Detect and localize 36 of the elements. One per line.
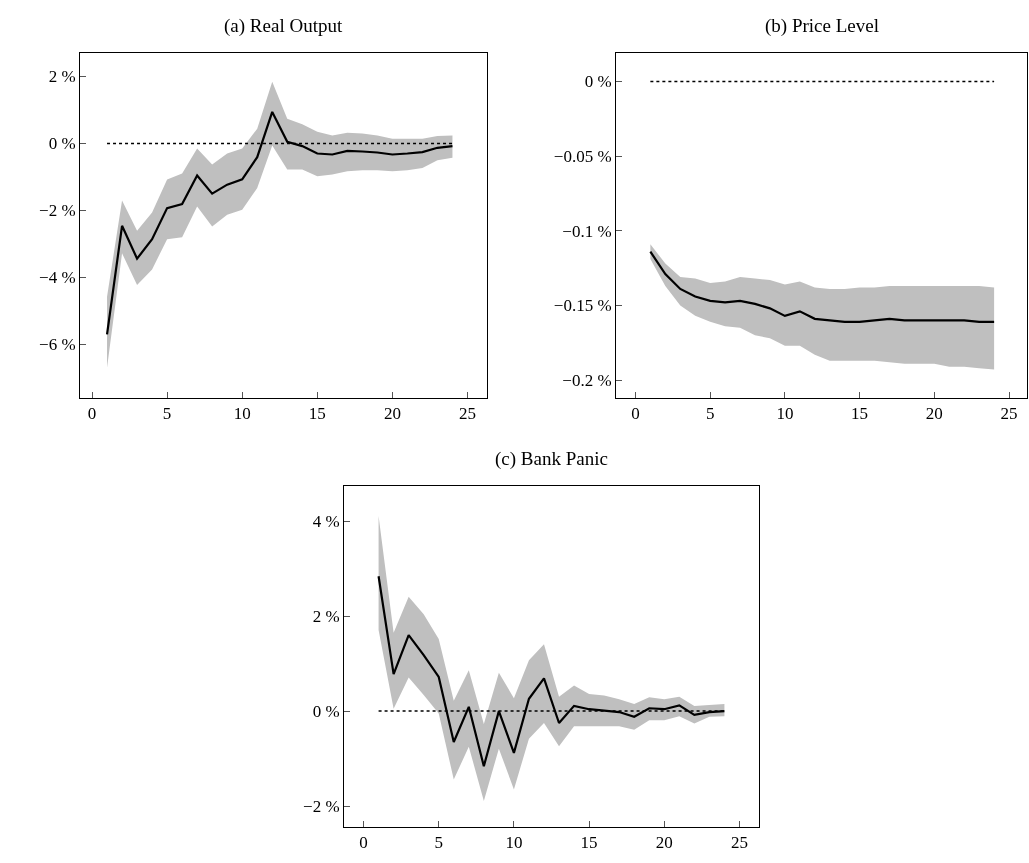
- y-tick-label: −0.05 %: [553, 147, 612, 166]
- chart-title: (c) Bank Panic: [495, 448, 608, 470]
- x-tick-label: 20: [655, 833, 673, 853]
- y-tick-label: −2 %: [39, 201, 76, 221]
- x-tick-label: 25: [730, 833, 748, 853]
- x-tick-label: 10: [505, 833, 523, 853]
- x-tick-label: 10: [233, 404, 251, 424]
- x-tick-label: 25: [458, 404, 476, 424]
- x-tick-label: 0: [359, 833, 368, 853]
- y-tick-label: −0.2 %: [562, 371, 612, 391]
- y-tick-label: 4 %: [312, 512, 340, 532]
- y-tick-label: 0 %: [48, 134, 76, 154]
- x-tick-label: 0: [87, 404, 97, 424]
- y-tick-label: 2 %: [48, 67, 76, 87]
- y-tick-label: −2 %: [303, 797, 340, 817]
- x-tick-label: 0: [631, 404, 640, 424]
- x-tick-label: 20: [925, 404, 943, 424]
- y-tick-label: 0 %: [584, 72, 612, 92]
- x-tick-label: 20: [383, 404, 401, 424]
- y-tick-label: −0.1 %: [562, 221, 612, 241]
- chart-title: (b) Price Level: [765, 15, 879, 37]
- x-tick-label: 10: [776, 404, 794, 424]
- y-tick-label: 2 %: [312, 607, 340, 627]
- y-tick-label: 0 %: [312, 702, 340, 722]
- y-tick-label: −6 %: [39, 335, 76, 355]
- chart-title: (a) Real Output: [224, 15, 343, 37]
- x-tick-label: 15: [308, 404, 326, 424]
- x-tick-label: 15: [851, 404, 869, 424]
- y-tick-label: −0.15 %: [553, 296, 612, 316]
- x-tick-label: 5: [705, 404, 715, 424]
- line-series: [649, 250, 996, 323]
- x-tick-label: 15: [580, 833, 598, 853]
- y-tick-label: −4 %: [39, 268, 76, 288]
- x-tick-label: 25: [1000, 404, 1018, 424]
- x-tick-label: 5: [162, 404, 172, 424]
- x-tick-label: 5: [434, 833, 443, 853]
